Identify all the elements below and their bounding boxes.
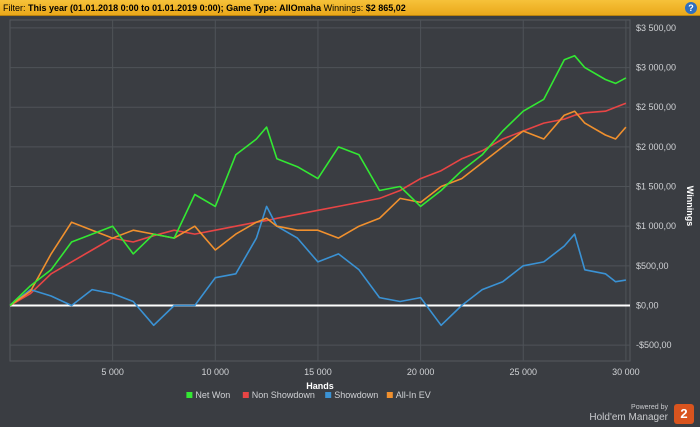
chart-legend: Net Won Non Showdown Showdown All-In EV xyxy=(186,390,431,400)
help-icon[interactable]: ? xyxy=(685,2,697,14)
filter-prefix: Filter: xyxy=(3,3,29,13)
y-tick-label: $1 000,00 xyxy=(636,221,676,231)
legend-label: All-In EV xyxy=(396,390,431,400)
legend-item[interactable]: Net Won xyxy=(186,390,230,400)
series-line-showdown xyxy=(9,205,627,327)
legend-label: Net Won xyxy=(195,390,230,400)
x-tick-label: 25 000 xyxy=(509,367,537,377)
hm2-logo: 2 xyxy=(674,404,694,424)
chart-ticks: -$500,00 $0,00 $500,00 $1 000,00 $1 500,00 $2… xyxy=(101,23,676,377)
y-tick-label: -$500,00 xyxy=(636,340,672,350)
legend-swatch xyxy=(242,392,249,398)
winnings-chart: -$500,00 $0,00 $500,00 $1 000,00 $1 500,00 $2… xyxy=(9,19,695,400)
winnings-value: $2 865,02 xyxy=(365,3,406,13)
y-tick-label: $2 000,00 xyxy=(636,142,676,152)
branding: Powered by Hold'em Manager xyxy=(589,404,668,424)
y-tick-label: $1 500,00 xyxy=(636,182,676,192)
legend-swatch xyxy=(386,392,393,398)
y-tick-label: $0,00 xyxy=(636,300,659,310)
x-axis-label: Hands xyxy=(306,381,334,391)
series-line-net-won xyxy=(9,54,627,307)
x-tick-label: 30 000 xyxy=(612,367,640,377)
y-tick-label: $3 000,00 xyxy=(636,63,676,73)
legend-swatch xyxy=(325,392,332,398)
chart-series xyxy=(9,54,627,327)
filter-description: This year (01.01.2018 0:00 to 01.01.2019… xyxy=(28,3,322,13)
y-axis-label: Winnings xyxy=(685,186,695,226)
chart-grid xyxy=(9,19,631,362)
x-tick-label: 15 000 xyxy=(304,367,332,377)
x-tick-label: 5 000 xyxy=(101,367,124,377)
y-tick-label: $500,00 xyxy=(636,261,669,271)
filter-bar: Filter: This year (01.01.2018 0:00 to 01… xyxy=(0,0,700,16)
x-tick-label: 20 000 xyxy=(407,367,435,377)
legend-item[interactable]: Non Showdown xyxy=(242,390,315,400)
y-tick-label: $3 500,00 xyxy=(636,23,676,33)
legend-swatch xyxy=(186,392,193,398)
winnings-label: Winnings: xyxy=(321,3,366,13)
powered-by-text: Powered by xyxy=(631,404,668,411)
legend-label: Non Showdown xyxy=(252,390,315,400)
plot-area xyxy=(9,19,631,362)
y-tick-label: $2 500,00 xyxy=(636,102,676,112)
legend-item[interactable]: Showdown xyxy=(325,390,378,400)
x-tick-label: 10 000 xyxy=(202,367,230,377)
series-line-all-in-ev xyxy=(9,110,627,307)
legend-label: Showdown xyxy=(334,390,378,400)
legend-item[interactable]: All-In EV xyxy=(386,390,431,400)
product-name: Hold'em Manager xyxy=(589,412,668,423)
